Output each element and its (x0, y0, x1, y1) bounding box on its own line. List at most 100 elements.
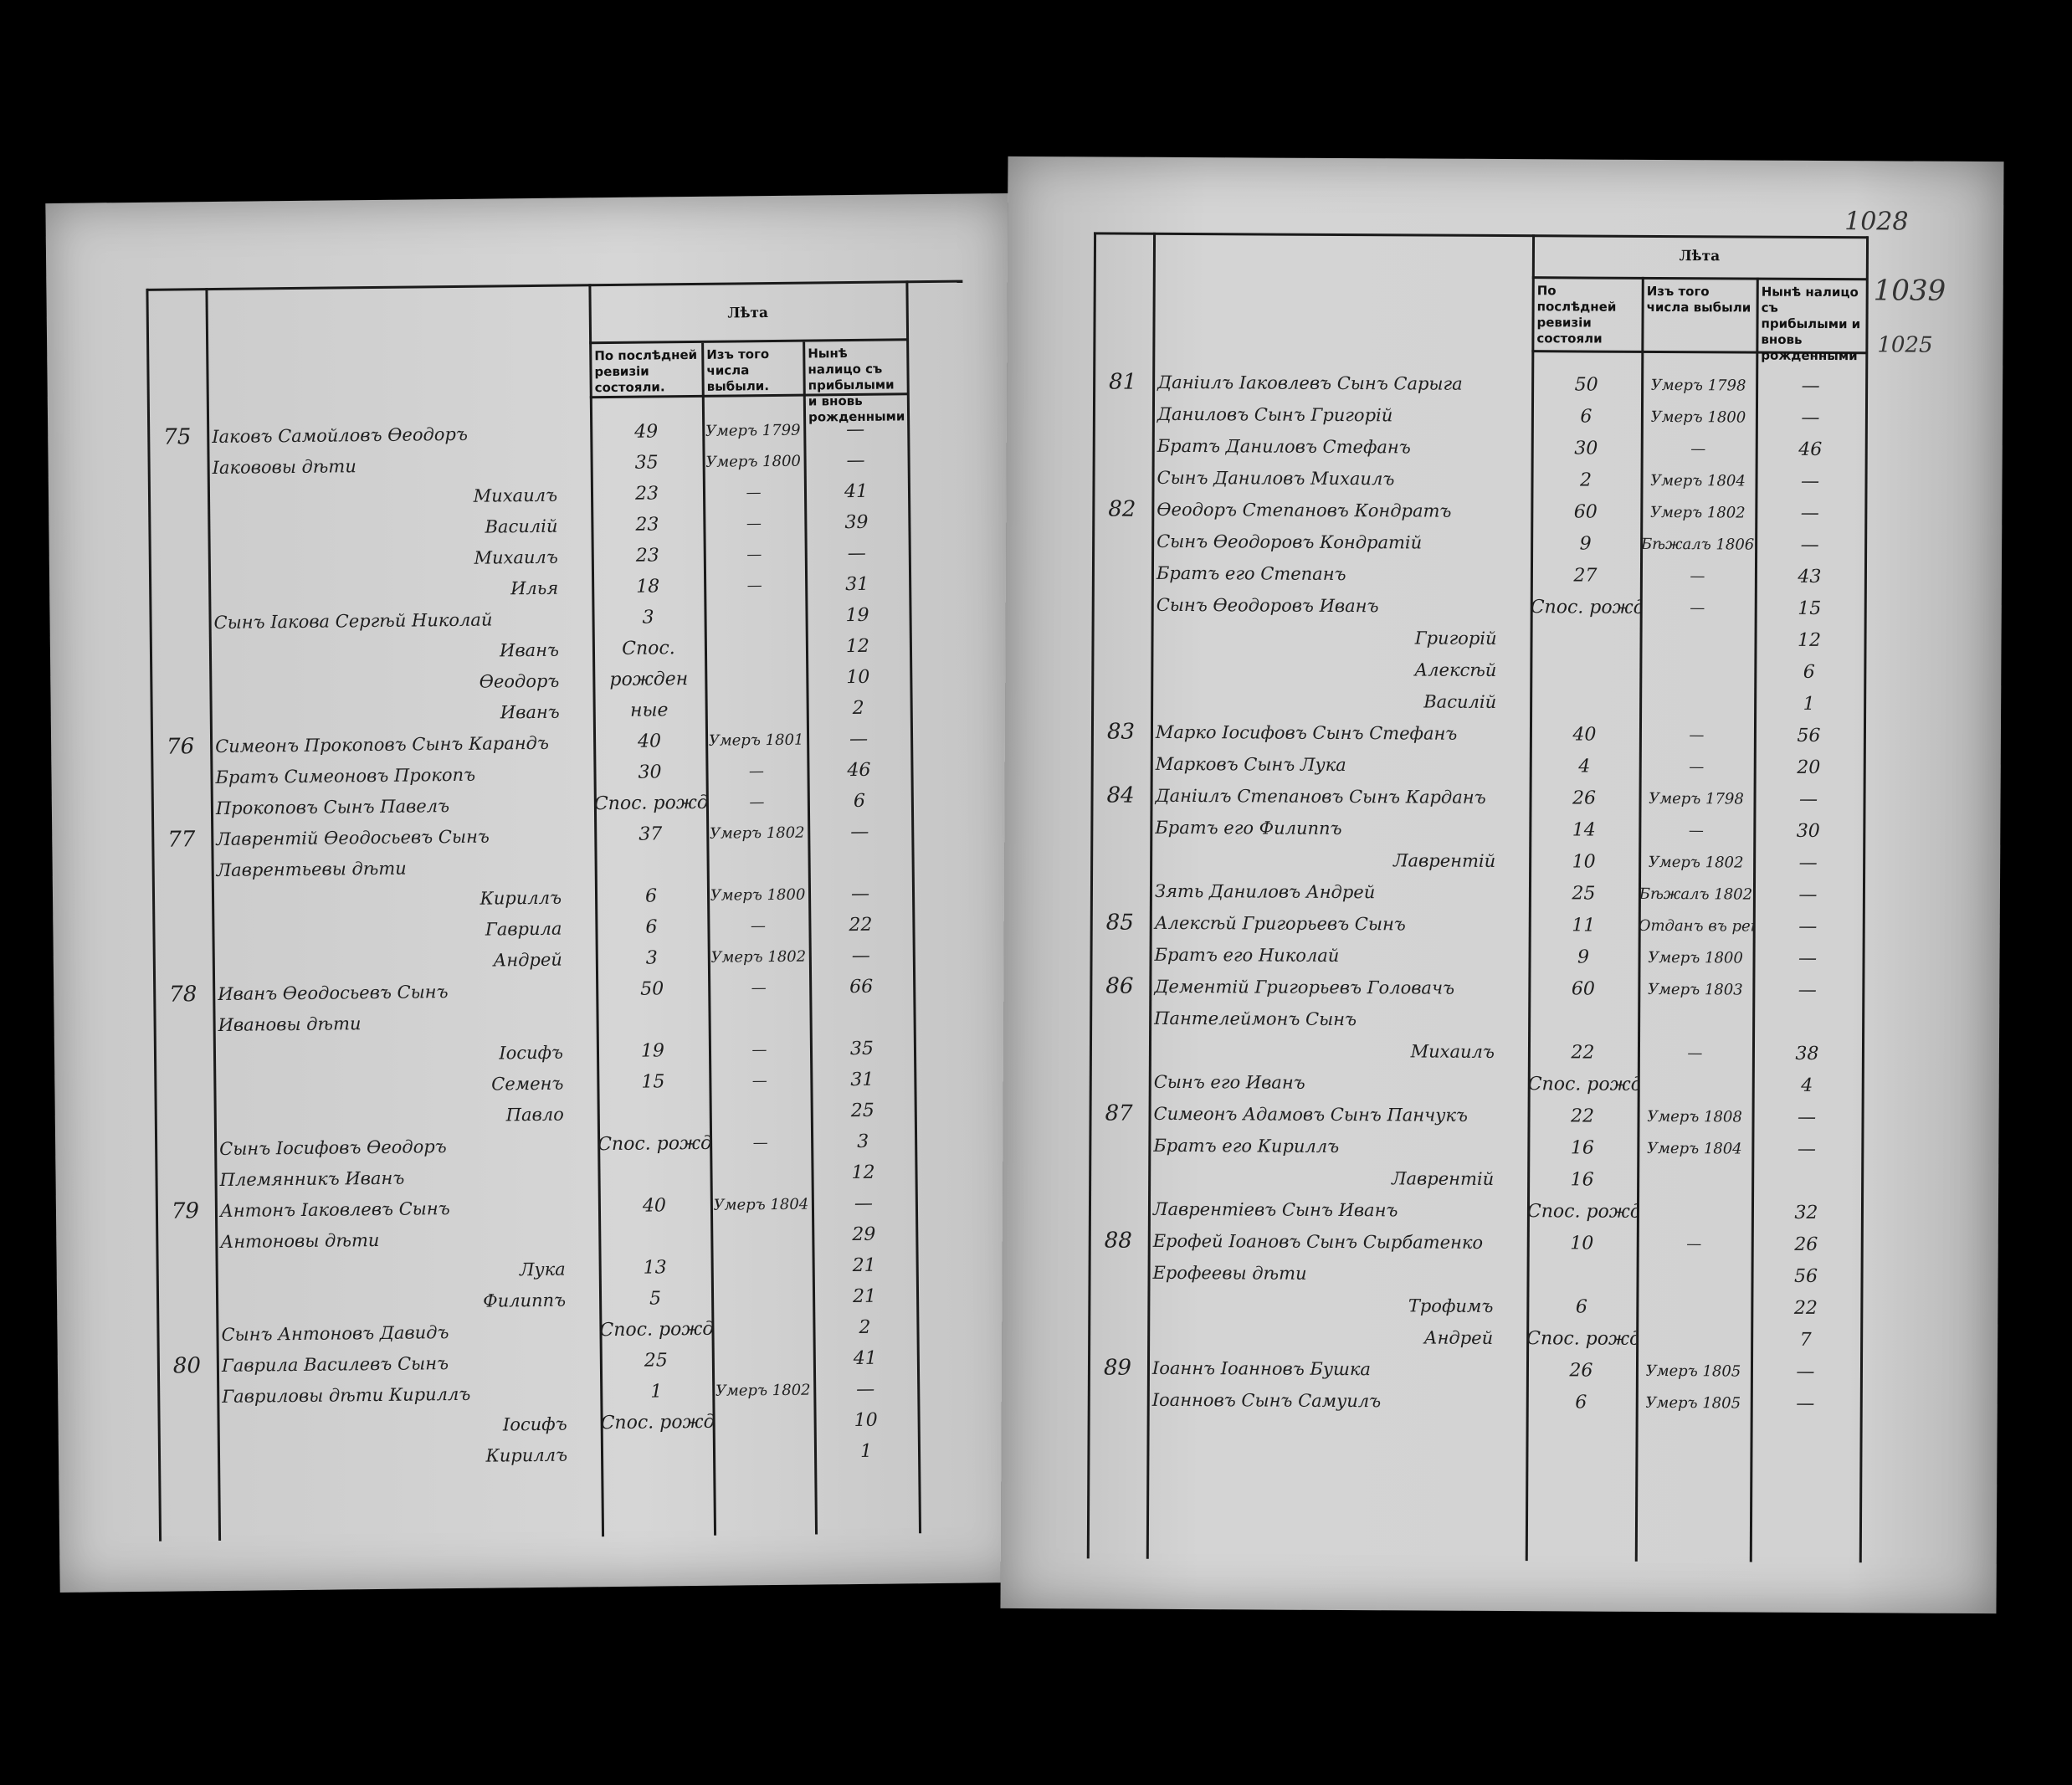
departed-note: — (746, 577, 762, 595)
entry-row: Даниловъ Сынъ Григорій 6 Умеръ 1800 — (1093, 398, 1865, 433)
departed-note (710, 1235, 812, 1236)
person-name: Василій (1423, 691, 1497, 712)
entry-number: 88 (1104, 1228, 1132, 1254)
age-present: — (1798, 852, 1818, 874)
age-previous-revision: 25 (1572, 882, 1596, 905)
age-previous-revision: 50 (640, 978, 664, 1000)
person-name: Сынъ Антоновъ Давидъ (221, 1321, 449, 1345)
departed-note: Бѣжалъ 1806 (1640, 535, 1755, 554)
entry-number (158, 1428, 218, 1429)
person-name: Братъ его Филиппъ (1155, 817, 1342, 839)
person-name: Лаврентіевъ Сынъ Иванъ (1152, 1198, 1398, 1221)
entry-row: 86 Дементій Григорьевъ Головачъ 60 Умеръ 18… (1090, 970, 1862, 1006)
header-present: Нынѣ налицо съ прибылыми и вновь рожденн… (1761, 284, 1861, 364)
age-previous-revision (1528, 1020, 1638, 1021)
age-present: 35 (849, 1038, 874, 1060)
person-name: Антоновы дѣти (220, 1229, 380, 1252)
age-previous-revision: 50 (1574, 373, 1598, 396)
departed-note: Умеръ 1803 (1647, 980, 1743, 999)
age-present: 19 (845, 604, 869, 627)
age-previous-revision: 40 (637, 731, 662, 752)
entry-row: Ерофеевы дѣти 56 (1088, 1256, 1860, 1292)
departed-note: Умеръ 1805 (1645, 1362, 1741, 1381)
person-name: Михаилъ (1410, 1041, 1495, 1062)
person-name: Іоанновъ Сынъ Самуилъ (1151, 1389, 1382, 1412)
person-name: Братъ его Степанъ (1156, 562, 1346, 585)
person-name: Даниловъ Сынъ Григорій (1157, 403, 1393, 426)
age-previous-revision: 18 (636, 576, 660, 598)
entry-row: 81 Даніилъ Іаковлевъ Сынъ Сарыга 50 Умеръ 1… (1093, 366, 1865, 402)
age-previous-revision: 16 (1570, 1168, 1594, 1191)
person-name: Братъ Даниловъ Стефанъ (1157, 435, 1411, 458)
entry-row: 82 Ѳеодоръ Степановъ Кондратъ 60 Умеръ 1802… (1092, 493, 1864, 529)
age-previous-revision: 37 (639, 823, 663, 845)
age-present: 56 (1797, 725, 1821, 746)
person-name: Михаилъ (474, 546, 558, 568)
age-previous-revision: Спос. рожден (1526, 1200, 1638, 1223)
departed-note: — (1689, 726, 1705, 744)
age-previous-revision: Спос. рожден (597, 1132, 710, 1156)
entry-number: 89 (1103, 1355, 1132, 1381)
entry-number (154, 1025, 213, 1026)
entry-row: Братъ его Николай 9 Умеръ 1800 — (1090, 938, 1862, 974)
entry-row: Братъ его Филиппъ 14 — 30 (1090, 811, 1863, 847)
entry-number (152, 870, 212, 871)
age-present: 1 (1803, 693, 1815, 715)
entry-number: 75 (163, 423, 192, 450)
age-present: 3 (857, 1131, 869, 1152)
departed-note: Умеръ 1804 (1646, 1139, 1742, 1158)
age-present: — (851, 945, 870, 967)
person-name: Гавриловы дѣти Кириллъ (222, 1383, 471, 1407)
person-name: Алексѣй (1414, 659, 1497, 680)
departed-note: Умеръ 1798 (1649, 789, 1744, 808)
departed-note: — (1686, 1234, 1702, 1253)
age-previous-revision: ные (629, 700, 669, 721)
header-sub-rule (1531, 276, 1867, 281)
age-previous-revision: 26 (1572, 787, 1597, 809)
age-previous-revision: 22 (1570, 1105, 1595, 1127)
age-previous-revision: 35 (634, 452, 659, 474)
folio-number: 1028 (1844, 207, 1909, 237)
entry-number (156, 1180, 215, 1181)
departed-note (705, 616, 806, 617)
person-name: Иванъ (500, 701, 560, 722)
age-present: 6 (853, 790, 866, 813)
departed-note: Бѣжалъ 1802 (1639, 885, 1753, 904)
age-present: 20 (1797, 757, 1821, 778)
person-name: Сынъ Даниловъ Михаилъ (1157, 467, 1395, 490)
age-previous-revision: 3 (645, 947, 658, 969)
person-name: Ерофей Іоановъ Сынъ Сырбатенко (1152, 1230, 1484, 1253)
entry-row: Сынъ Ѳеодоровъ Иванъ Спос. рожден — 15 (1092, 588, 1864, 624)
person-name: Братъ его Кириллъ (1153, 1135, 1340, 1157)
entry-number: 79 (171, 1198, 200, 1224)
departed-note: Умеръ 1799 (705, 421, 801, 440)
age-present: 31 (845, 573, 869, 596)
entry-row: Лаврентій 10 Умеръ 1802 — (1090, 843, 1863, 879)
person-name: Кириллъ (485, 1444, 568, 1466)
person-name: Даніилъ Іаковлевъ Сынъ Сарыга (1157, 372, 1463, 394)
age-present: 12 (1797, 629, 1822, 651)
departed-note (710, 1111, 811, 1112)
departed-note (705, 647, 806, 648)
departed-note (1639, 703, 1754, 704)
entry-number (155, 1118, 214, 1119)
departed-note: Умеръ 1802 (715, 1381, 811, 1400)
departed-note: Умеръ 1800 (1650, 408, 1746, 427)
person-name: Симеонъ Адамовъ Сынъ Панчукъ (1153, 1103, 1469, 1126)
departed-note: Умеръ 1800 (1648, 948, 1743, 967)
age-previous-revision: Спос. рожден (600, 1411, 713, 1434)
age-previous-revision: 23 (635, 514, 659, 536)
departed-note: — (746, 515, 762, 533)
departed-note: — (751, 1041, 767, 1059)
age-present: — (1798, 947, 1818, 969)
age-previous-revision: 10 (1572, 850, 1596, 873)
age-present: — (1800, 502, 1819, 524)
person-name: Зять Даниловъ Андрей (1154, 880, 1376, 903)
age-present: 43 (1798, 566, 1822, 587)
age-present (808, 863, 912, 864)
person-name: Сынъ Іакова Сергѣй Николай (213, 609, 493, 633)
entry-number (148, 468, 208, 469)
person-name: Лаврентій (1391, 1168, 1495, 1189)
age-present: — (1798, 916, 1818, 937)
entry-row: Марковъ Сынъ Лука 4 — 20 (1091, 747, 1864, 783)
